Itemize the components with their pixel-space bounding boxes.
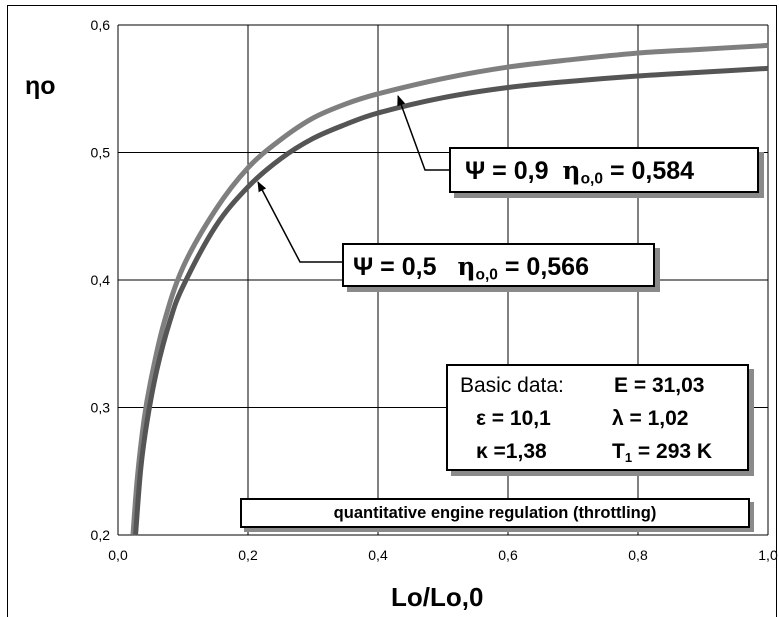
eta-09-value: = 0,584 bbox=[609, 157, 695, 185]
y-axis-title: ηo bbox=[25, 72, 56, 100]
y-tick-label: 0,5 bbox=[91, 145, 111, 161]
basic-data-row-3: κ =1,38 T1 = 293 K bbox=[448, 435, 747, 468]
series-line-psi-0-5 bbox=[133, 65, 769, 536]
eta-subscript: o,0 bbox=[580, 170, 603, 188]
eta-symbol: η bbox=[562, 156, 581, 185]
arrow-psi-0-9 bbox=[397, 95, 449, 171]
regulation-label: quantitative engine regulation (throttli… bbox=[333, 504, 657, 522]
basic-data-box: Basic data: E = 31,03 ε = 10,1 λ = 1,02 … bbox=[446, 364, 749, 471]
series-line-psi-0-9 bbox=[130, 42, 769, 536]
regulation-label-box: quantitative engine regulation (throttli… bbox=[240, 498, 750, 528]
annotation-arrows bbox=[257, 95, 449, 263]
param-lambda: λ = 1,02 bbox=[612, 407, 689, 430]
psi-09-text: Ψ = 0,9 bbox=[465, 157, 549, 185]
x-axis-title: Lo/Lo,0 bbox=[391, 582, 483, 612]
series-layer bbox=[130, 42, 769, 536]
param-t1-subscript: 1 bbox=[624, 449, 633, 465]
basic-data-row-2: ε = 10,1 λ = 1,02 bbox=[448, 402, 747, 435]
param-e: E = 31,03 bbox=[614, 374, 705, 397]
psi-05-text: Ψ = 0,5 bbox=[353, 253, 437, 281]
x-tick-label: 0,4 bbox=[368, 547, 388, 563]
x-tick-label: 0,6 bbox=[498, 547, 518, 563]
tick-labels: 0,0 0,2 0,4 0,6 0,8 1,0 0,2 0,3 0,4 0,5 0,6 bbox=[91, 17, 778, 563]
param-epsilon: ε = 10,1 bbox=[476, 407, 551, 430]
chart-frame bbox=[7, 5, 777, 617]
eta-subscript: o,0 bbox=[475, 266, 498, 284]
series-label-psi-0-5: Ψ = 0,5 ηo,0 = 0,566 bbox=[342, 243, 655, 287]
eta-symbol: η bbox=[457, 252, 476, 281]
param-kappa: κ =1,38 bbox=[476, 440, 547, 463]
y-tick-label: 0,2 bbox=[91, 527, 111, 543]
series-label-psi-0-9: Ψ = 0,9 ηo,0 = 0,584 bbox=[449, 147, 759, 193]
basic-data-row-1: Basic data: E = 31,03 bbox=[448, 369, 747, 402]
param-t1-value: = 293 K bbox=[632, 440, 713, 463]
y-tick-label: 0,6 bbox=[91, 17, 111, 33]
x-tick-label: 0,0 bbox=[108, 547, 128, 563]
x-tick-label: 1,0 bbox=[758, 547, 778, 563]
basic-data-title: Basic data: bbox=[460, 374, 564, 397]
y-tick-label: 0,3 bbox=[91, 400, 111, 416]
param-t1-symbol: T bbox=[612, 440, 625, 463]
x-tick-label: 0,8 bbox=[628, 547, 648, 563]
eta-05-value: = 0,566 bbox=[504, 253, 589, 281]
x-tick-label: 0,2 bbox=[238, 547, 258, 563]
y-tick-label: 0,4 bbox=[91, 272, 111, 288]
arrow-psi-0-5 bbox=[257, 181, 342, 263]
param-t1: T1 = 293 K bbox=[612, 435, 712, 468]
